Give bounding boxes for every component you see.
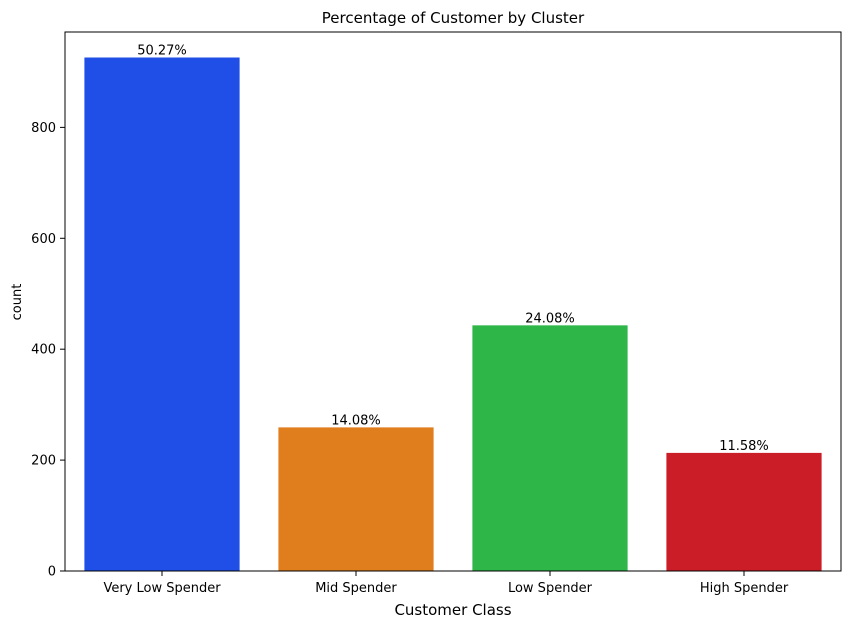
- y-tick-label-3: 400: [31, 343, 56, 358]
- bar-value-label-3: 24.08%: [525, 311, 575, 326]
- y-tick-label-2: 200: [31, 454, 56, 469]
- y-tick-label-4: 600: [31, 232, 56, 247]
- x-tick-label-2: Mid Spender: [315, 581, 397, 596]
- plot-area: 50.27% Very Low Spender 14.08% Mid Spender 2…: [31, 31, 842, 596]
- bar-4: [666, 452, 822, 571]
- bar-2: [278, 427, 434, 571]
- bar-3: [472, 325, 628, 571]
- plot-frame: [64, 31, 842, 572]
- chart-title: Percentage of Customer by Cluster: [322, 9, 585, 27]
- x-tick-label-3: Low Spender: [508, 581, 593, 596]
- y-tick-label-1: 0: [48, 565, 56, 580]
- bar-value-label-1: 50.27%: [137, 44, 187, 59]
- x-tick-label-1: Very Low Spender: [103, 581, 221, 596]
- x-tick-label-4: High Spender: [700, 581, 789, 596]
- y-axis-title: count: [10, 284, 25, 321]
- bar-value-label-4: 11.58%: [719, 439, 769, 454]
- x-axis-title: Customer Class: [394, 601, 511, 619]
- y-tick-label-5: 800: [31, 121, 56, 136]
- bar-value-label-2: 14.08%: [331, 413, 381, 428]
- bar-1: [84, 57, 240, 571]
